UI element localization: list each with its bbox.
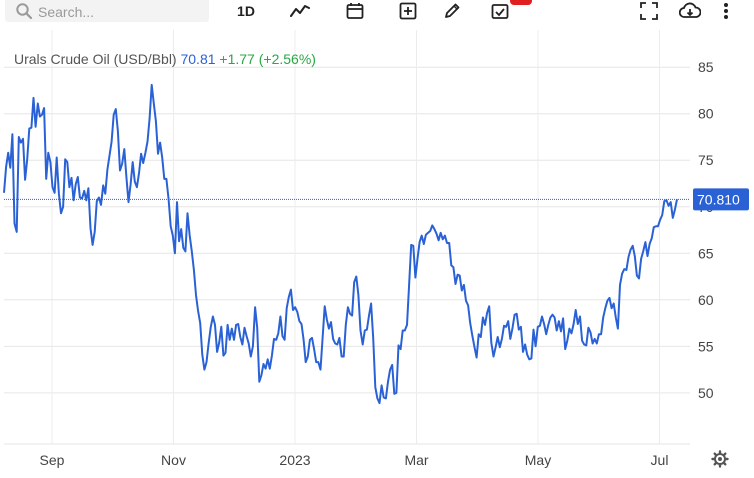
y-tick-label: 75 <box>698 152 714 168</box>
draw-pencil-icon <box>445 3 460 18</box>
download-cloud-icon <box>679 2 701 18</box>
y-axis: 8580757065605550 <box>698 59 714 401</box>
calendar-icon <box>346 3 364 19</box>
events-button[interactable] <box>486 0 514 22</box>
x-tick-label: Mar <box>404 452 428 468</box>
chart-type-button[interactable] <box>286 0 314 22</box>
settings-gear-icon <box>711 450 729 468</box>
x-tick-label: Sep <box>40 452 65 468</box>
y-tick-label: 60 <box>698 292 714 308</box>
fullscreen-icon <box>640 2 658 20</box>
last-price-tag-label: 70.810 <box>697 191 740 207</box>
more-button[interactable] <box>716 0 736 22</box>
search-icon <box>16 3 33 20</box>
x-tick-label: Nov <box>161 452 186 468</box>
new-badge <box>510 0 532 5</box>
instrument-change: +1.77 (+2.56%) <box>219 51 316 67</box>
download-button[interactable] <box>676 0 704 22</box>
last-price-tag <box>693 188 749 211</box>
y-tick-label: 65 <box>698 245 714 261</box>
fullscreen-button[interactable] <box>636 0 662 22</box>
search-placeholder: Search... <box>38 4 95 20</box>
x-axis: Sep Nov 2023 Mar May Jul <box>40 452 669 468</box>
chart-grid <box>4 30 690 444</box>
toolbar: Search... 1D <box>0 0 754 24</box>
quote-legend: Urals Crude Oil (USD/Bbl) 70.81 +1.77 (+… <box>14 51 316 67</box>
line-chart-icon <box>290 5 310 17</box>
y-tick-label: 85 <box>698 59 714 75</box>
interval-label: 1D <box>237 3 255 19</box>
date-range-button[interactable] <box>341 0 369 22</box>
y-tick-label: 55 <box>698 338 714 354</box>
x-tick-label: 2023 <box>279 452 310 468</box>
x-tick-label: May <box>525 452 551 468</box>
y-tick-label: 50 <box>698 385 714 401</box>
series-line <box>3 83 678 405</box>
event-checklist-icon <box>491 4 509 19</box>
x-tick-label: Jul <box>651 452 669 468</box>
search-input[interactable]: Search... <box>5 0 209 22</box>
instrument-price: 70.81 <box>180 51 216 67</box>
more-vertical-icon <box>724 3 728 19</box>
y-tick-label: 80 <box>698 106 714 122</box>
interval-button[interactable]: 1D <box>228 0 264 22</box>
instrument-name: Urals Crude Oil (USD/Bbl) <box>14 51 177 67</box>
chart-settings-button[interactable] <box>711 450 729 468</box>
draw-button[interactable] <box>438 0 466 22</box>
add-indicator-button[interactable] <box>394 0 422 22</box>
add-indicator-icon <box>399 2 417 20</box>
